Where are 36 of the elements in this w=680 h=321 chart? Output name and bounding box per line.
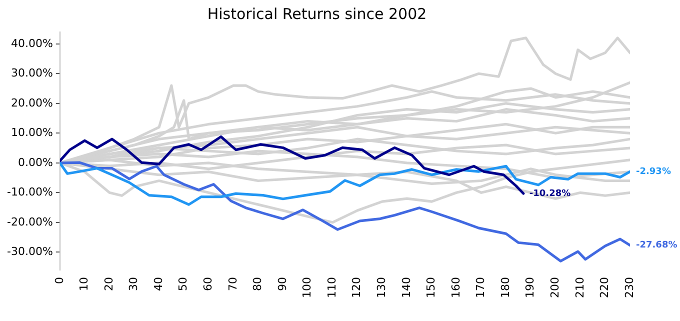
x-tick-label: 180 xyxy=(498,277,512,298)
y-tick-label: -20.00% xyxy=(6,215,53,228)
x-tick-label: 100 xyxy=(300,277,314,298)
x-tick-label: 200 xyxy=(548,277,562,298)
x-tick-label: 0 xyxy=(52,277,66,284)
x-tick-label: 20 xyxy=(102,277,116,292)
x-tick-label: 140 xyxy=(400,277,413,298)
data-label: -27.68% xyxy=(636,240,678,251)
data-label: -2.93% xyxy=(636,166,671,177)
x-tick-label: 120 xyxy=(350,277,364,298)
chart-title: Historical Returns since 2002 xyxy=(207,4,427,23)
x-tick-label: 190 xyxy=(524,277,537,298)
y-tick-label: 30.00% xyxy=(10,66,53,80)
y-tick-label: 40.00% xyxy=(10,36,53,50)
x-tick-label: 220 xyxy=(598,277,612,298)
data-label: -10.28% xyxy=(529,188,571,199)
x-tick-label: 110 xyxy=(325,277,338,298)
x-tick-label: 50 xyxy=(176,277,190,292)
x-tick-label: 90 xyxy=(276,277,289,292)
x-tick-label: 30 xyxy=(127,277,140,292)
x-tick-label: 230 xyxy=(622,277,636,298)
y-tick-label: -30.00% xyxy=(6,245,53,258)
x-tick-label: 40 xyxy=(152,277,165,292)
x-tick-label: 150 xyxy=(424,277,438,298)
x-tick-label: 80 xyxy=(251,277,264,292)
y-tick-label: 10.00% xyxy=(10,126,53,140)
y-tick-label: 0.00% xyxy=(18,156,53,169)
x-tick-label: 130 xyxy=(374,277,388,298)
x-tick-label: 60 xyxy=(201,277,214,292)
x-tick-label: 170 xyxy=(474,277,488,298)
x-tick-label: 70 xyxy=(226,277,240,292)
y-tick-label: 20.00% xyxy=(10,96,53,110)
x-tick-label: 210 xyxy=(573,277,586,298)
y-tick-label: -10.00% xyxy=(6,186,53,199)
x-tick-label: 160 xyxy=(449,277,462,298)
x-tick-label: 10 xyxy=(78,277,91,292)
